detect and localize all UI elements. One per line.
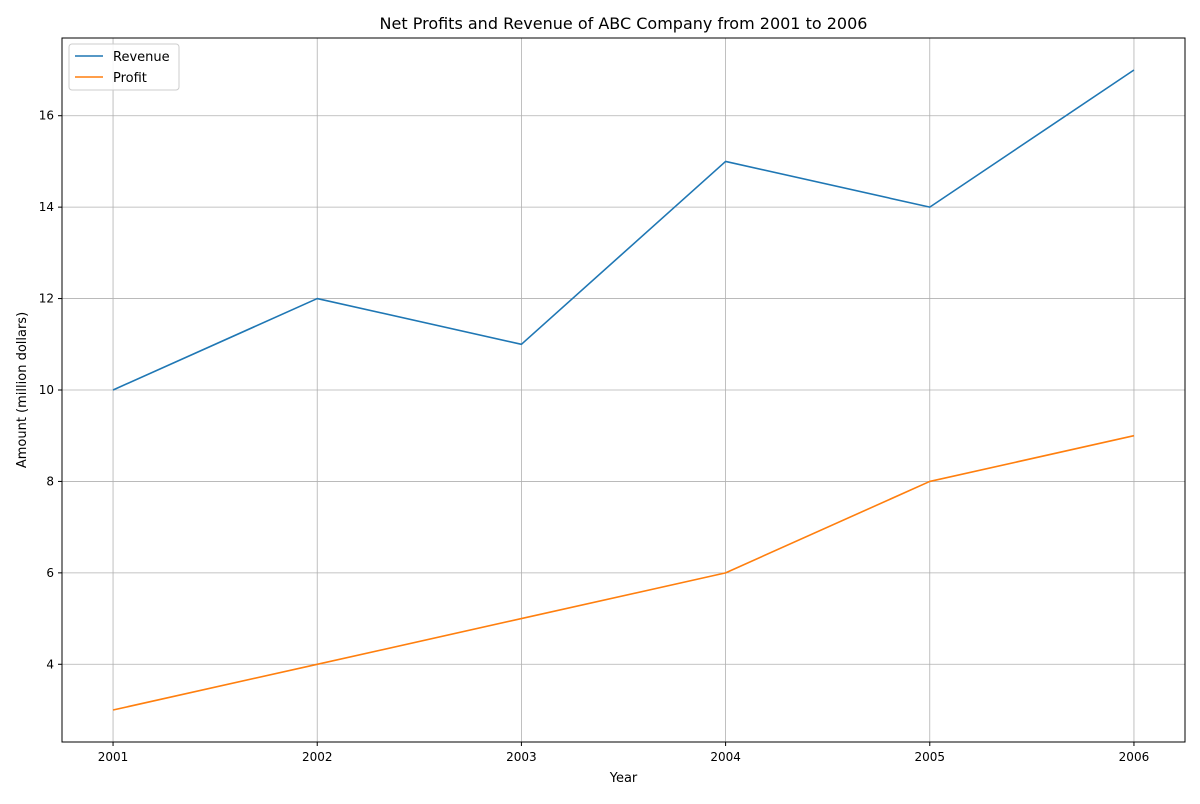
y-tick-label: 4: [46, 657, 54, 671]
x-tick-label: 2001: [98, 750, 129, 764]
x-axis-label: Year: [609, 771, 638, 786]
grid-lines: [62, 38, 1185, 742]
chart-title: Net Profits and Revenue of ABC Company f…: [380, 14, 868, 33]
x-tick-label: 2004: [710, 750, 741, 764]
legend-label-profit: Profit: [113, 71, 147, 86]
y-tick-label: 6: [46, 566, 54, 580]
y-tick-label: 14: [39, 200, 54, 214]
x-tick-label: 2002: [302, 750, 333, 764]
y-axis-label: Amount (million dollars): [15, 312, 30, 468]
legend: Revenue Profit: [68, 43, 180, 91]
x-tick-label: 2005: [914, 750, 945, 764]
series-line-revenue: [112, 69, 1135, 391]
y-tick-label: 12: [39, 292, 54, 306]
y-tick-label: 10: [39, 383, 54, 397]
y-axis: 4 6 8 10 12 14 16: [39, 109, 62, 671]
x-axis: 2001 2002 2003 2004 2005 2006: [98, 742, 1149, 764]
series-lines: [112, 69, 1135, 711]
legend-label-revenue: Revenue: [113, 50, 170, 65]
x-tick-label: 2006: [1119, 750, 1150, 764]
x-tick-label: 2003: [506, 750, 537, 764]
y-tick-label: 8: [46, 474, 54, 488]
y-tick-label: 16: [39, 109, 54, 123]
series-line-profit: [112, 434, 1135, 711]
